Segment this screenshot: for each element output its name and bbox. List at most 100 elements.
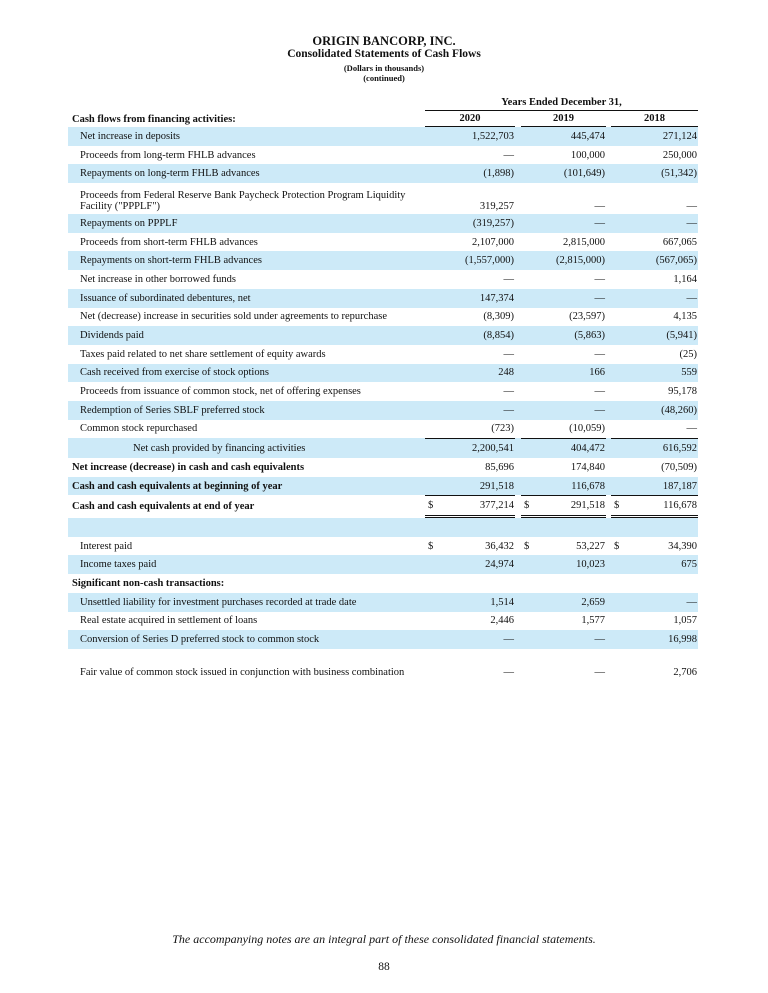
period-header-row: Years Ended December 31, [68,95,699,111]
value-2018: 16,998 [625,630,699,649]
table-row: Dividends paid (8,854) (5,863) (5,941) [68,326,699,345]
currency-symbol [611,574,625,593]
currency-symbol: $ [521,495,535,519]
value-2019: — [535,288,606,308]
value-2019: (2,815,000) [535,251,606,271]
value-2020: (723) [491,423,514,435]
table-row: Net increase in other borrowed funds — — 1,… [68,270,698,289]
column-gap [606,214,611,233]
currency-symbol [611,458,625,477]
value-2019: — [535,630,606,649]
column-gap [515,164,521,184]
currency-symbol [521,476,535,496]
value-2020: 2,446 [490,615,514,627]
value-2018: 616,592 [625,438,699,458]
value-2018: 95,178 [668,386,698,398]
row-label: Taxes paid related to net share settleme… [80,348,326,360]
currency-symbol [425,251,439,271]
column-gap [606,288,611,308]
value-2019: 1,577 [581,615,605,627]
value-2018: 116,678 [625,495,699,519]
value-2020: 248 [439,363,515,383]
period-header: Years Ended December 31, [425,95,699,111]
table-row: Income taxes paid 24,974 10,023 675 [68,555,699,575]
row-label: Proceeds from issuance of common stock, … [80,386,361,398]
currency-symbol [425,612,439,631]
currency-symbol [425,476,439,496]
value-2020: 36,432 [485,540,514,552]
table-row: Unsettled liability for investment purch… [68,592,699,612]
row-label: Common stock repurchased [80,423,198,435]
currency-symbol [521,400,535,420]
currency-symbol: $ [428,540,434,552]
currency-symbol [425,127,439,146]
value-2019: 10,023 [535,555,606,575]
currency-symbol [611,476,625,496]
value-2019: 100,000 [570,149,605,161]
currency-symbol [611,438,625,458]
value-2020: 2,107,000 [472,236,514,248]
year-2019: 2019 [521,111,606,127]
currency-symbol: $ [524,540,530,552]
row-label: Redemption of Series SBLF preferred stoc… [68,400,425,420]
currency-symbol [611,127,625,146]
currency-symbol [611,326,625,345]
row-label: Dividends paid [68,326,425,345]
value-2019: 53,227 [576,540,605,552]
value-2018: (25) [679,348,698,360]
currency-symbol [425,382,439,401]
currency-symbol [425,326,439,345]
value-2018: 250,000 [662,149,698,161]
currency-symbol [425,458,439,477]
column-gap [606,164,611,184]
value-2018: (70,509) [661,461,698,473]
value-2018 [625,574,698,593]
table-row: Proceeds from Federal Reserve Bank Paych… [68,183,698,214]
column-gap [515,592,521,612]
value-2019: 2,659 [535,592,606,612]
currency-symbol [611,288,625,308]
value-2019: — [594,348,606,360]
value-2020: (8,854) [439,326,515,345]
row-label: Fair value of common stock issued in con… [80,666,405,678]
value-2019 [535,518,606,537]
value-2020: 85,696 [485,461,514,473]
currency-symbol [521,382,535,401]
table-row: Proceeds from short-term FHLB advances 2,… [68,233,698,252]
row-label: Proceeds from long-term FHLB advances [80,149,256,161]
value-2018: 559 [625,363,699,383]
value-2020: (1,557,000) [439,251,515,271]
value-2020: — [439,630,515,649]
row-label: Proceeds from Federal Reserve Bank Paych… [80,190,406,213]
currency-symbol [425,574,439,593]
value-2019: 116,678 [535,476,606,496]
value-2019: — [594,273,606,285]
value-2019: — [594,666,606,678]
column-gap [606,476,611,496]
value-2018: — [625,592,699,612]
column-gap [515,630,521,649]
value-2018: — [686,423,698,435]
value-2020: 147,374 [439,288,515,308]
table-row: Cash and cash equivalents at end of year… [68,495,699,519]
currency-symbol [425,363,439,383]
currency-symbol [611,183,625,214]
year-2018: 2018 [611,111,699,127]
currency-symbol [425,308,439,327]
table-row: Repayments on long-term FHLB advances (1,… [68,164,699,184]
column-gap [606,363,611,383]
currency-symbol [521,363,535,383]
value-2020: 1,522,703 [439,127,515,146]
value-2020: 291,518 [439,476,515,496]
table-row: Net cash provided by financing activitie… [68,438,699,458]
row-label: Repayments on PPPLF [68,214,425,233]
currency-symbol [611,251,625,271]
value-2020: 377,214 [439,495,515,519]
value-2019: 291,518 [535,495,606,519]
currency-symbol [521,518,535,537]
currency-symbol [521,183,535,214]
row-label: Issuance of subordinated debentures, net [68,288,425,308]
value-2020: 1,514 [439,592,515,612]
table-row: Cash received from exercise of stock opt… [68,363,699,383]
currency-symbol [425,214,439,233]
